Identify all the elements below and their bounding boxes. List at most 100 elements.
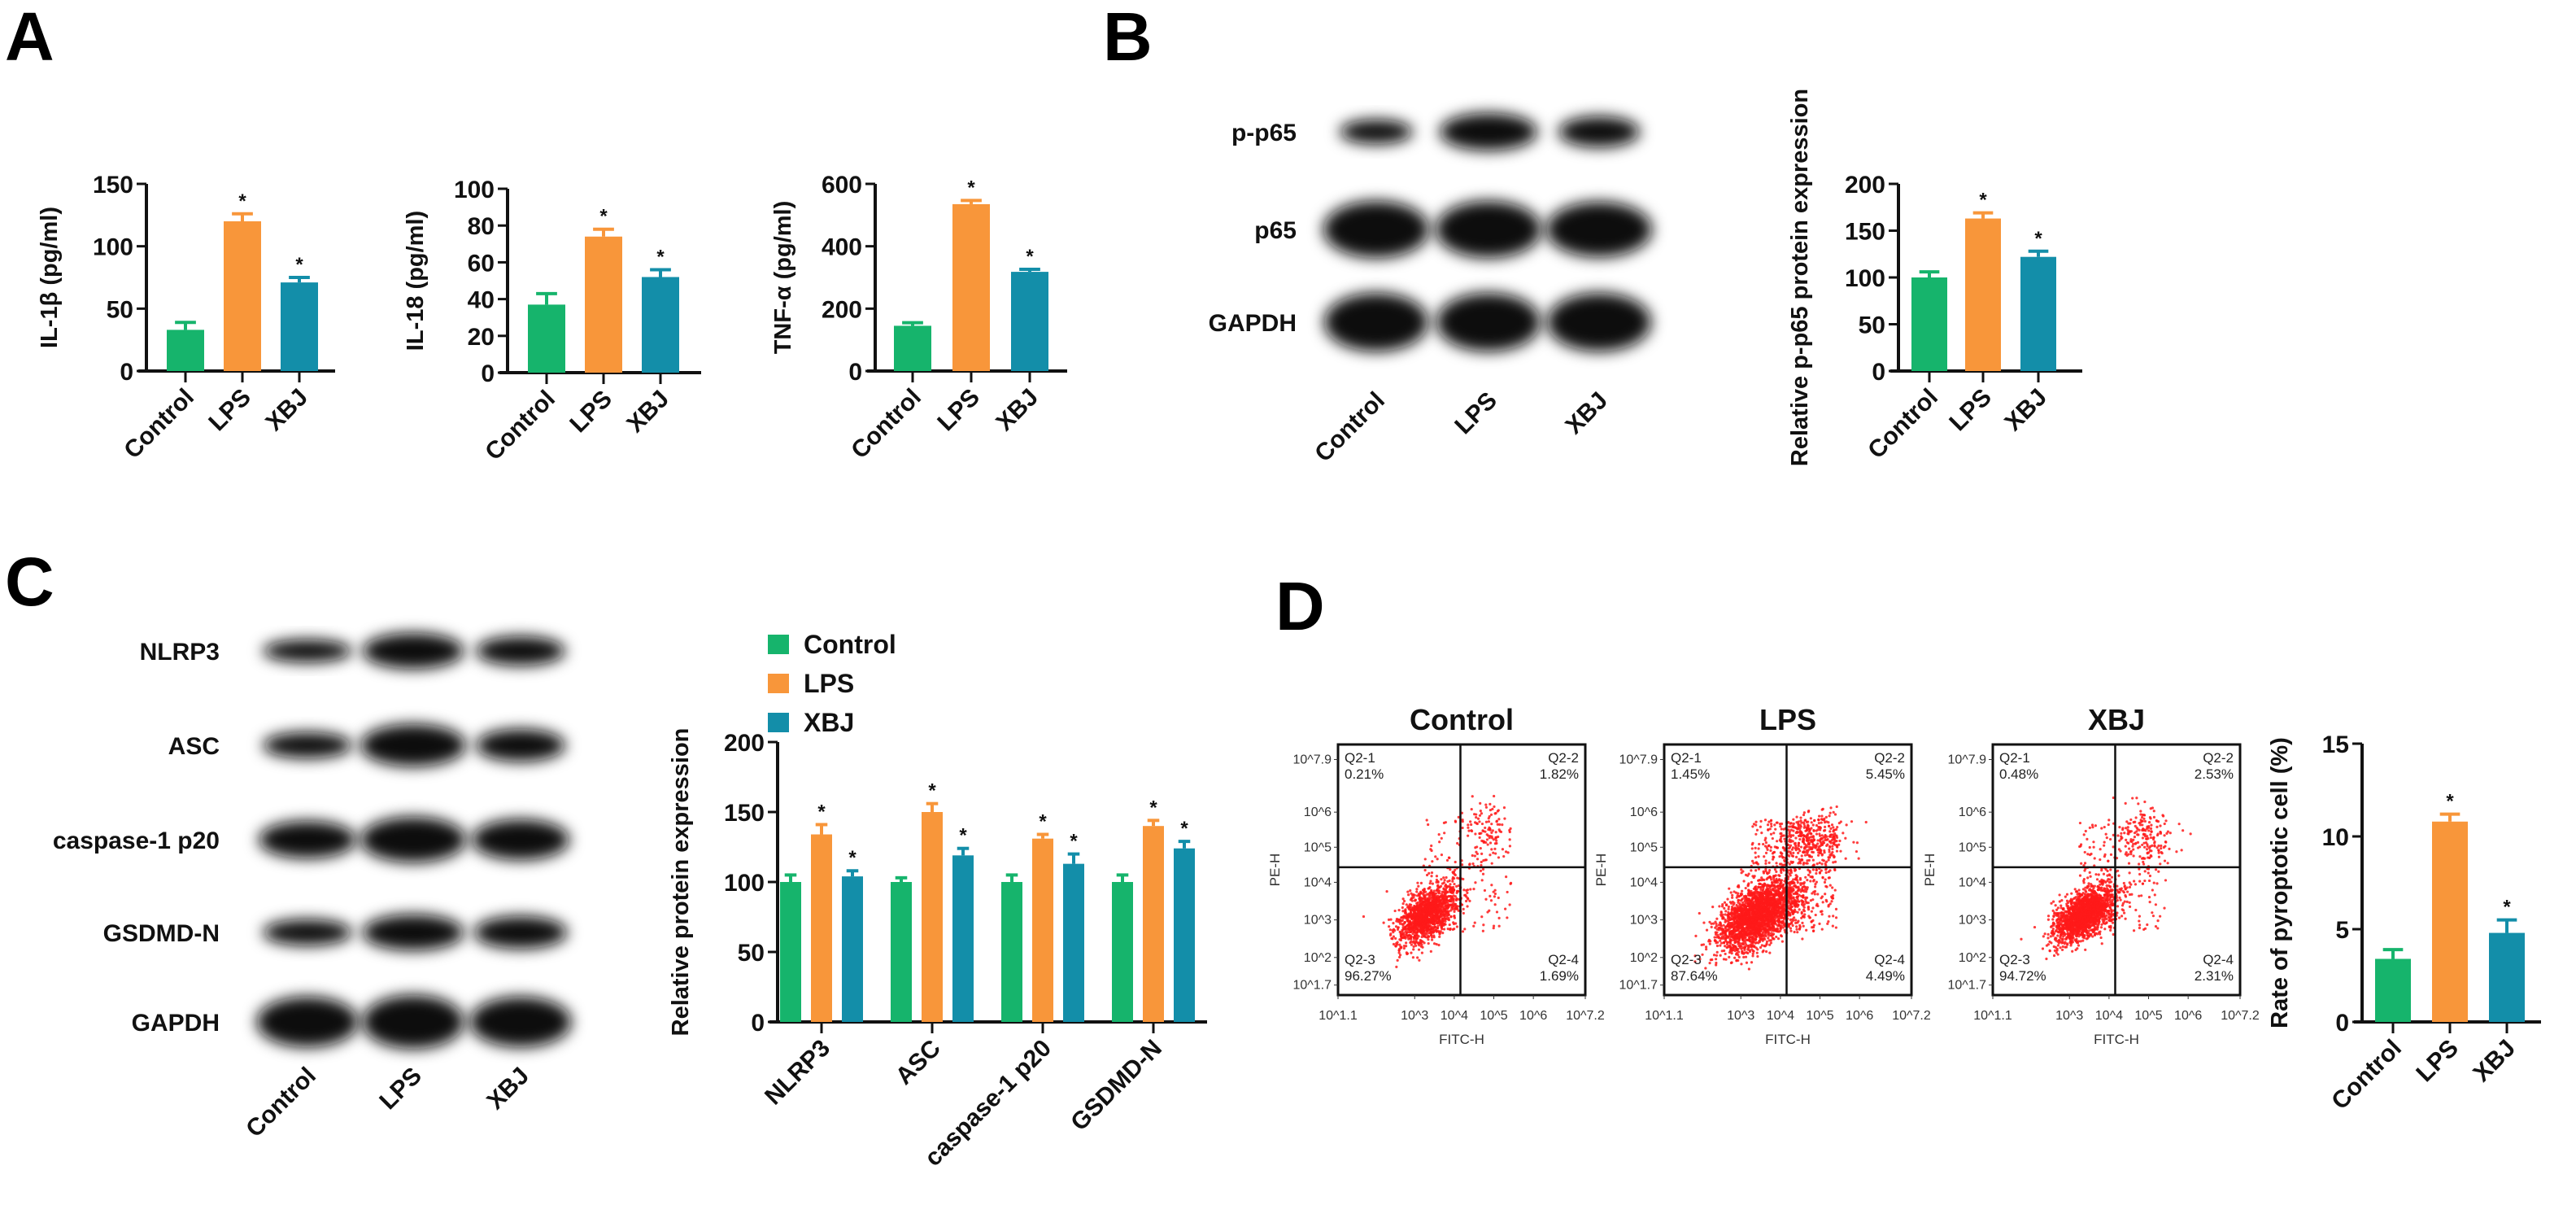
- scatter-point: [1763, 902, 1766, 906]
- scatter-point: [1763, 819, 1767, 822]
- scatter-point: [1806, 859, 1809, 862]
- scatter-point: [1461, 826, 1464, 830]
- scatter-point: [1498, 823, 1502, 826]
- scatter-point: [1762, 931, 1765, 934]
- scatter-point: [1809, 880, 1812, 883]
- scatter-point: [1479, 846, 1482, 850]
- scatter-point: [1471, 862, 1475, 866]
- x-tick-label: Control: [241, 1063, 321, 1143]
- scatter-point: [1750, 847, 1754, 850]
- scatter-point: [1425, 873, 1429, 877]
- scatter-point: [1411, 932, 1414, 936]
- scatter-point: [1777, 874, 1781, 877]
- scatter-point: [1779, 851, 1782, 854]
- scatter-point: [1434, 919, 1437, 923]
- scatter-point: [1759, 915, 1763, 918]
- scatter-point: [1401, 927, 1406, 931]
- scatter-point: [1398, 943, 1401, 946]
- scatter-point: [1449, 890, 1453, 894]
- scatter-point: [1771, 893, 1775, 897]
- scatter-point: [1429, 848, 1432, 851]
- scatter-point: [1505, 875, 1508, 879]
- scatter-point: [1814, 913, 1817, 917]
- scatter-point: [1762, 842, 1765, 846]
- scatter-point: [1838, 839, 1842, 843]
- significance-marker: *: [599, 206, 608, 228]
- scatter-point: [1804, 862, 1808, 865]
- scatter-point: [1833, 828, 1836, 832]
- scatter-point: [1488, 909, 1491, 912]
- scatter-point: [1494, 852, 1497, 855]
- scatter-point: [1764, 900, 1767, 903]
- scatter-point: [1478, 820, 1481, 823]
- scatter-point: [1431, 900, 1435, 903]
- scatter-point: [1733, 938, 1736, 942]
- scatter-point: [1802, 880, 1806, 884]
- scatter-point: [1828, 869, 1832, 872]
- scatter-point: [1731, 893, 1734, 897]
- scatter-point: [1782, 869, 1785, 872]
- scatter-point: [1457, 884, 1460, 888]
- scatter-point: [1728, 955, 1731, 958]
- bar: [1143, 826, 1164, 1022]
- scatter-point: [1401, 936, 1405, 940]
- scatter-point: [1808, 916, 1811, 919]
- scatter-point: [1824, 863, 1828, 867]
- scatter-point: [1467, 834, 1470, 837]
- y-tick-label: 0: [481, 360, 495, 387]
- scatter-point: [1492, 838, 1495, 841]
- scatter-point: [1797, 851, 1800, 854]
- scatter-point: [1419, 899, 1423, 903]
- bar: [1001, 882, 1022, 1022]
- significance-marker: *: [959, 825, 967, 847]
- scatter-point: [1789, 897, 1793, 901]
- scatter-point: [1723, 906, 1726, 910]
- scatter-point: [1721, 932, 1724, 936]
- scatter-point: [1812, 838, 1816, 842]
- scatter-point: [1781, 891, 1784, 894]
- scatter-point: [1452, 891, 1455, 894]
- scatter-point: [1824, 815, 1828, 819]
- scatter-point: [1410, 916, 1414, 919]
- scatter-point: [1760, 831, 1763, 835]
- scatter-point: [1829, 806, 1833, 810]
- scatter-point: [1429, 950, 1432, 953]
- scatter-point: [1401, 906, 1404, 910]
- scatter-point: [1490, 823, 1493, 826]
- scatter-point: [1792, 896, 1795, 899]
- scatter-point: [1782, 900, 1785, 903]
- scatter-point: [1422, 928, 1425, 931]
- y-tick-label: 15: [2322, 731, 2349, 758]
- scatter-point: [1805, 829, 1808, 832]
- x-tick-label: ASC: [891, 1035, 946, 1090]
- scatter-point: [1454, 868, 1457, 871]
- scatter-point: [1829, 827, 1833, 830]
- legend-label: LPS: [804, 669, 854, 698]
- x-tick-label: NLRP3: [760, 1035, 835, 1111]
- scatter-point: [1493, 794, 1496, 798]
- scatter-point: [1796, 896, 1799, 899]
- scatter-point: [1779, 882, 1782, 886]
- bar: [842, 876, 863, 1022]
- scatter-point: [1747, 897, 1750, 901]
- scatter-point: [1480, 812, 1484, 815]
- scatter-point: [1445, 858, 1449, 862]
- scatter-point: [1708, 962, 1711, 965]
- y-tick-label: 50: [1859, 312, 1885, 339]
- scatter-point: [1802, 826, 1806, 829]
- scatter-point: [1737, 953, 1740, 957]
- scatter-point: [1766, 872, 1769, 875]
- scatter-point: [1508, 845, 1512, 848]
- scatter-point: [1490, 835, 1493, 838]
- scatter-point: [1828, 848, 1831, 851]
- scatter-point: [1809, 832, 1813, 836]
- scatter-point: [1796, 897, 1799, 902]
- significance-marker: *: [1026, 246, 1034, 268]
- flow-plot-lps: LPSQ2-11.45%Q2-25.45%Q2-387.64%Q2-44.49%…: [1593, 703, 1931, 1047]
- scatter-point: [1439, 919, 1442, 923]
- y-tick-label: 100: [93, 234, 133, 261]
- scatter-point: [1441, 882, 1445, 885]
- scatter-point: [1769, 845, 1772, 849]
- blot-c-band: [360, 817, 466, 862]
- scatter-point: [1759, 904, 1763, 907]
